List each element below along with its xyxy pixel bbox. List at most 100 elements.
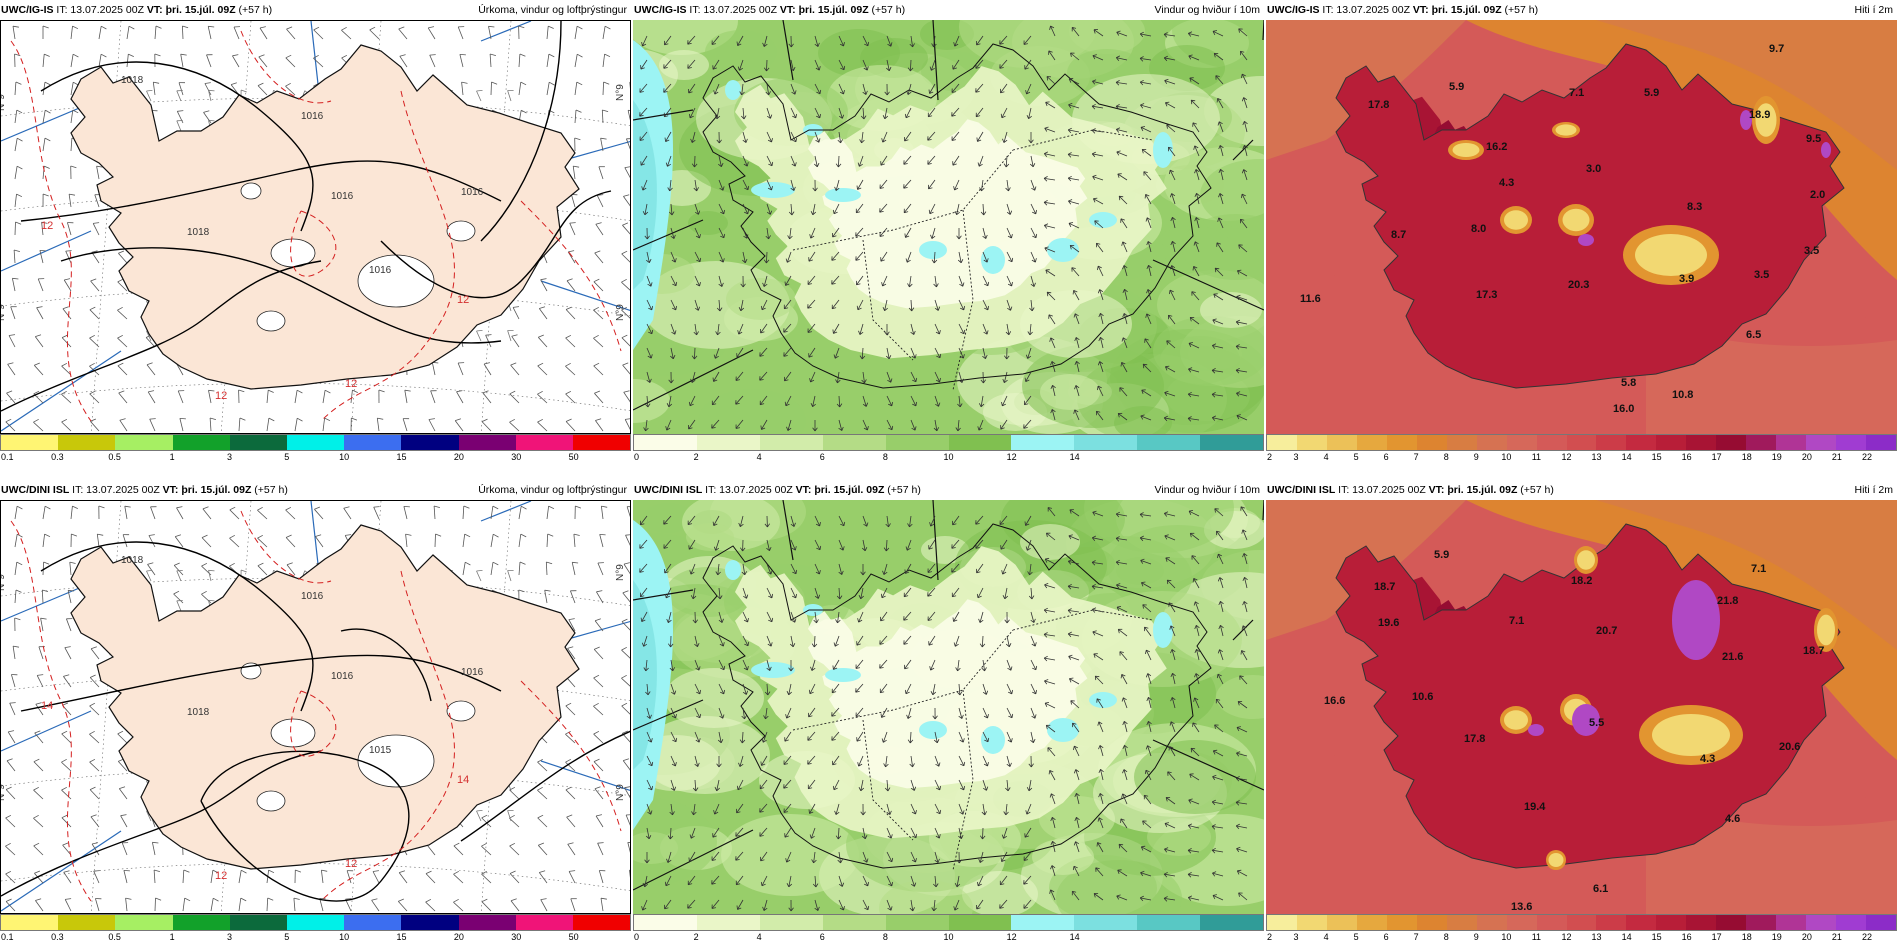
wind-barb <box>831 731 840 741</box>
wind-barb <box>814 539 821 550</box>
wind-barb <box>1074 409 1080 421</box>
wind-barb <box>861 131 864 143</box>
wind-barb <box>646 275 652 287</box>
wind-barb <box>766 251 768 264</box>
wind-barb <box>838 35 844 47</box>
wind-barb <box>146 364 156 376</box>
wind-barb <box>1030 155 1034 167</box>
wind-barb <box>403 506 408 520</box>
temperature-value: 20.3 <box>1568 279 1589 291</box>
wind-barb <box>1006 299 1011 311</box>
wind-barb <box>905 563 912 574</box>
wind-barb <box>1117 413 1128 421</box>
hot-spots <box>1578 110 1831 246</box>
lead-time: (+57 h) <box>871 4 906 16</box>
wind-barb <box>117 281 128 292</box>
wind-barb <box>229 509 240 520</box>
wind-barb <box>688 83 696 94</box>
wind-barb <box>1147 241 1152 253</box>
wind-barb <box>6 760 16 772</box>
wind-barb <box>886 395 893 407</box>
wind-barb <box>838 83 844 95</box>
wind-barb <box>783 755 792 765</box>
wind-barb <box>509 421 520 432</box>
wind-barb <box>933 35 936 47</box>
wind-barb <box>879 683 888 693</box>
wind-barb <box>483 363 492 376</box>
wind-barb <box>976 35 984 46</box>
wind-barb <box>343 507 352 520</box>
wind-barb <box>930 515 936 527</box>
wind-barb <box>687 875 696 885</box>
wind-barb <box>737 899 744 910</box>
wind-barb <box>858 755 864 767</box>
wind-barb <box>1188 897 1200 901</box>
wind-barb <box>1004 587 1008 599</box>
lead-time: (+57 h) <box>1504 4 1539 16</box>
temperature-value: 11.6 <box>1300 293 1321 305</box>
wind-barb <box>1220 601 1224 613</box>
wind-barb <box>1006 683 1013 695</box>
colorbar-tick-label: 4 <box>1323 932 1329 942</box>
wind-barb <box>934 347 941 358</box>
wind-barb <box>286 564 296 576</box>
wind-barb <box>1193 266 1200 277</box>
wind-barb <box>1068 104 1080 109</box>
wind-barb <box>934 803 941 814</box>
wind-colorbar <box>633 434 1264 451</box>
wind-barb <box>1116 57 1128 61</box>
colorbar-segment <box>1416 915 1447 930</box>
wind-barb <box>711 899 720 909</box>
wind-barb <box>1192 122 1200 133</box>
wind-barb <box>784 827 792 838</box>
wind-barb <box>546 506 549 520</box>
region-borders <box>792 129 1154 391</box>
wind-barb <box>786 251 792 263</box>
wind-barb <box>1188 825 1200 829</box>
wind-barb <box>61 337 72 348</box>
colorbar-tick-label: 5 <box>1353 932 1359 942</box>
wind-barb <box>886 59 890 71</box>
issue-time: IT: 13.07.2025 00Z <box>1338 484 1426 496</box>
wind-barb <box>1047 507 1056 517</box>
wind-barb <box>670 347 674 359</box>
wind-barb <box>33 845 44 856</box>
wind-barb <box>153 869 156 884</box>
wind-barb <box>1194 241 1200 253</box>
wind-barb <box>1237 270 1248 277</box>
colorbar-segment <box>1200 915 1264 930</box>
wind-barb <box>1075 841 1080 853</box>
wind-barb <box>573 534 576 548</box>
wind-barb <box>623 391 630 403</box>
wind-barb <box>1116 606 1128 613</box>
wind-barb <box>1044 201 1056 205</box>
colorbar-segment <box>1011 915 1075 930</box>
colorbar-tick-label: 8 <box>882 452 888 462</box>
wind-barb <box>667 851 672 863</box>
wind-barb <box>663 83 672 93</box>
lat-label: N°9 <box>615 304 626 321</box>
wind-barb <box>670 659 674 671</box>
wind-barb <box>266 897 269 912</box>
wind-barb <box>814 59 820 71</box>
colorbar-tick-label: 4 <box>756 932 762 942</box>
colorbar-segment <box>1506 915 1537 930</box>
wind-barb <box>909 275 912 287</box>
wind-barb <box>929 203 936 214</box>
wind-barb <box>1243 169 1248 181</box>
wind-barb <box>838 59 845 70</box>
wind-barb <box>89 337 100 348</box>
wind-barb <box>761 419 768 430</box>
wind-barb <box>934 299 939 311</box>
wind-barb <box>1006 275 1013 287</box>
wind-barb <box>694 275 700 287</box>
wind-barb <box>1049 770 1056 781</box>
wind-barb <box>1071 267 1080 277</box>
wind-barb <box>1236 848 1248 853</box>
wind-barb <box>518 53 521 68</box>
wind-barb <box>1212 849 1224 853</box>
wind-barb <box>809 683 816 694</box>
isobar-label: 1016 <box>331 671 354 682</box>
wind-barb <box>1188 33 1200 37</box>
